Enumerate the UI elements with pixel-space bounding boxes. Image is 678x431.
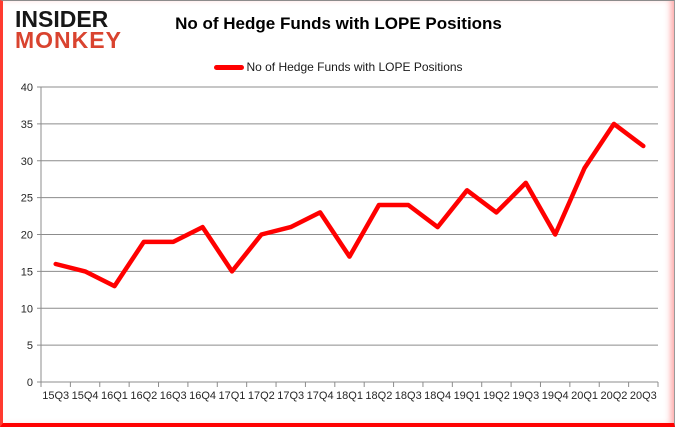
x-axis-label: 18Q3 [395, 390, 422, 402]
x-axis-label: 19Q2 [483, 390, 510, 402]
y-axis-label: 40 [21, 82, 33, 94]
x-axis-label: 17Q4 [307, 390, 334, 402]
y-axis-label: 35 [21, 119, 33, 131]
chart-title: No of Hedge Funds with LOPE Positions [175, 14, 502, 33]
legend-line-swatch [214, 64, 245, 70]
x-axis-label: 18Q4 [424, 390, 451, 402]
x-axis-label: 16Q1 [101, 390, 128, 402]
line-chart: 0 5 10 15 20 25 30 35 40 15Q3 15Q4 16Q1 16Q2 16Q3 16Q4… [21, 82, 659, 402]
x-axis-label: 19Q4 [542, 390, 569, 402]
y-axis-label: 0 [27, 377, 33, 389]
x-axis-label: 20Q1 [571, 390, 598, 402]
x-axis-label: 15Q3 [42, 390, 69, 402]
x-axis-label: 19Q3 [512, 390, 539, 402]
y-axis-label: 20 [21, 230, 33, 242]
x-axis-label: 15Q4 [72, 390, 99, 402]
y-axis-label: 5 [27, 340, 33, 352]
y-axis-label: 25 [21, 193, 33, 205]
x-axis-label: 17Q2 [248, 390, 275, 402]
x-axis-label: 17Q1 [219, 390, 246, 402]
series-line [53, 121, 646, 289]
x-axis-label: 16Q3 [160, 390, 187, 402]
y-axis-label: 10 [21, 303, 33, 315]
logo-line-monkey: MONKEY [15, 27, 122, 54]
y-axis-label: 15 [21, 266, 33, 278]
legend-label: No of Hedge Funds with LOPE Positions [246, 60, 463, 74]
x-axis-label: 20Q3 [630, 390, 657, 402]
x-axis-label: 20Q2 [600, 390, 627, 402]
y-axis-label: 30 [21, 156, 33, 168]
x-axis-label: 18Q1 [336, 390, 363, 402]
insider-monkey-logo: INSIDER MONKEY [15, 6, 122, 54]
logo-line-insider: INSIDER [15, 6, 109, 32]
x-axis-label: 18Q2 [365, 390, 392, 402]
chart-legend: No of Hedge Funds with LOPE Positions [3, 60, 674, 74]
x-axis-label: 16Q2 [130, 390, 157, 402]
x-axis-label: 19Q1 [454, 390, 481, 402]
x-axis-label: 16Q4 [189, 390, 216, 402]
x-axis-label: 17Q3 [277, 390, 304, 402]
